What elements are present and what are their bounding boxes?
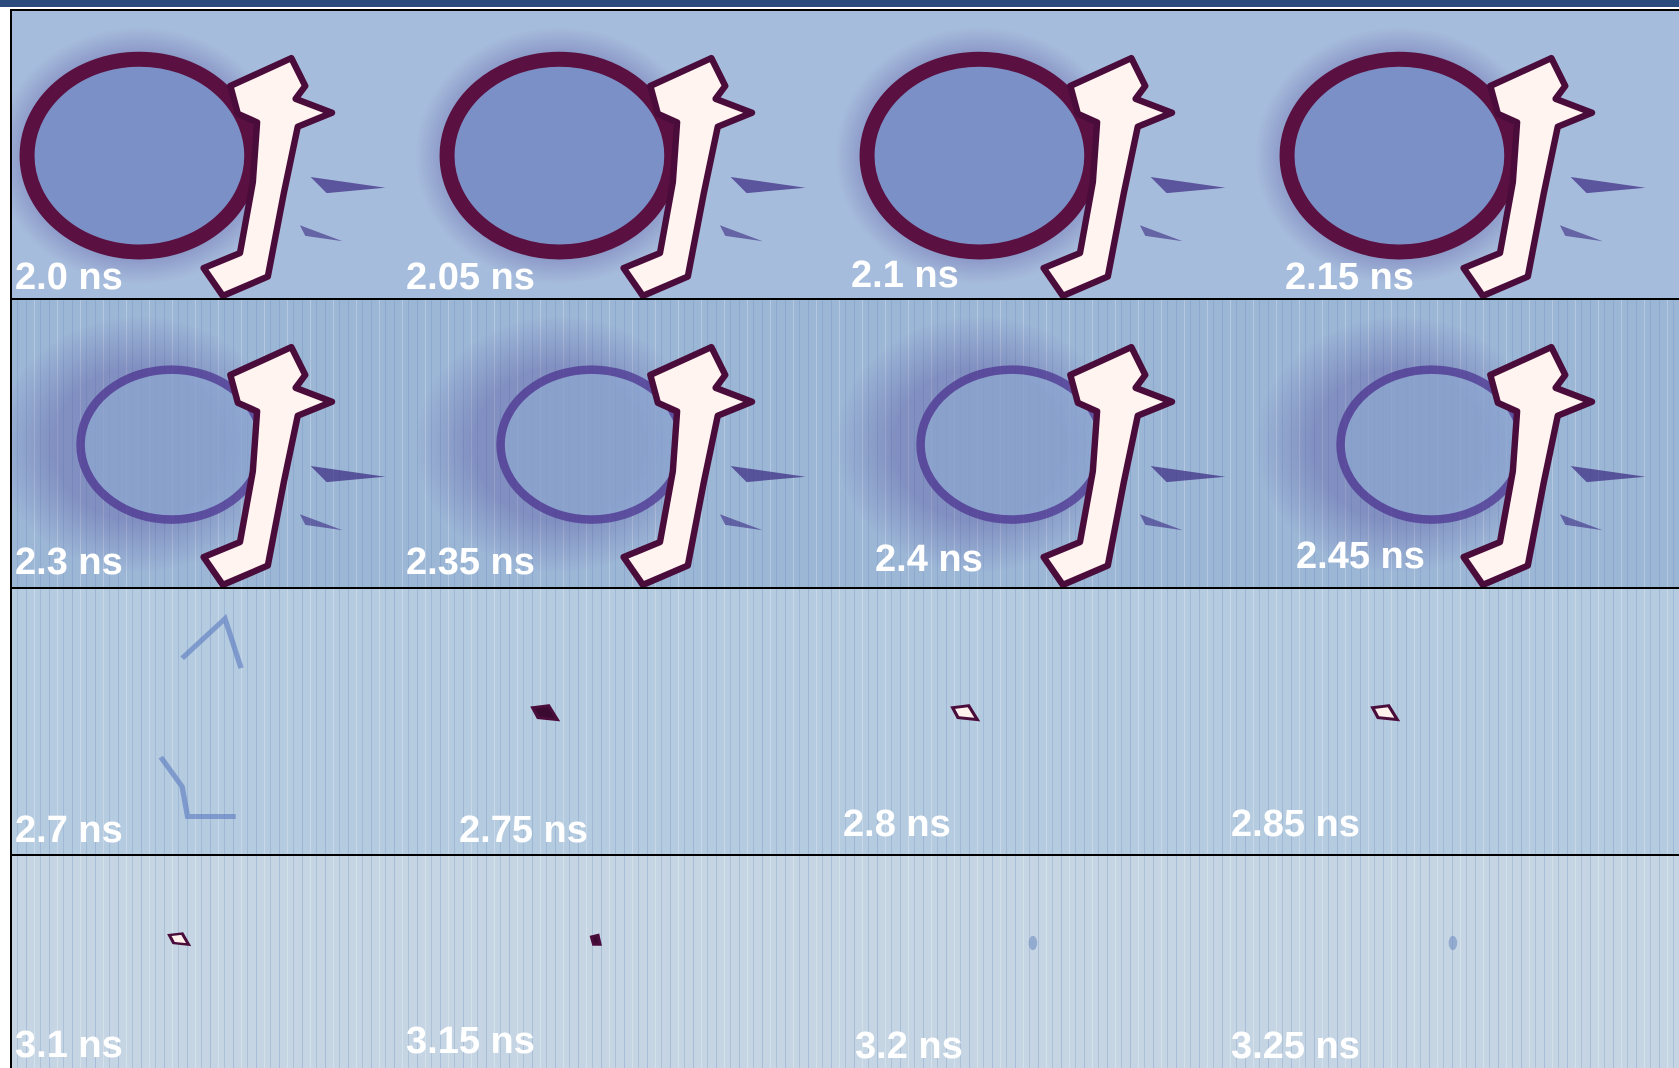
shell-ring <box>447 59 672 252</box>
frame-time-label: 2.0 ns <box>15 256 123 298</box>
faint-spot <box>1449 936 1458 950</box>
detector-streaks <box>11 856 1679 1068</box>
frame-time-label: 2.05 ns <box>406 256 535 298</box>
frame-time-label: 2.75 ns <box>459 809 588 851</box>
frame-time-label: 2.7 ns <box>15 809 123 851</box>
frame-time-label: 2.15 ns <box>1285 256 1414 298</box>
frame <box>1029 936 1038 950</box>
frame-time-label: 2.35 ns <box>406 541 535 583</box>
frame-time-label: 2.85 ns <box>1231 803 1360 845</box>
frame-time-label: 2.8 ns <box>843 803 951 845</box>
figure: 2.0 ns 2.05 ns 2.1 ns 2.15 ns 2.3 ns 2.35 ns 2… <box>0 0 1679 1068</box>
hot-spot <box>592 935 601 944</box>
top-bar <box>0 0 1679 7</box>
frame <box>592 935 601 944</box>
frame <box>1449 936 1458 950</box>
frame-time-label: 2.3 ns <box>15 541 123 583</box>
frame-time-label: 3.2 ns <box>855 1025 963 1067</box>
frame-time-label: 2.45 ns <box>1296 535 1425 577</box>
faint-spot <box>1029 936 1038 950</box>
shell-ring <box>27 59 252 252</box>
frame-time-label: 2.4 ns <box>875 538 983 580</box>
frame-time-label: 3.1 ns <box>15 1024 123 1066</box>
image-row <box>0 11 1679 298</box>
frame-time-label: 3.25 ns <box>1231 1025 1360 1067</box>
frame-time-label: 3.15 ns <box>406 1020 535 1062</box>
image-row <box>0 300 1679 587</box>
shell-ring <box>1287 59 1512 252</box>
frame-time-label: 2.1 ns <box>851 254 959 296</box>
page: 2.0 ns 2.05 ns 2.1 ns 2.15 ns 2.3 ns 2.35 ns 2… <box>0 0 1679 1068</box>
shell-ring <box>867 59 1092 252</box>
image-row <box>11 856 1679 1068</box>
